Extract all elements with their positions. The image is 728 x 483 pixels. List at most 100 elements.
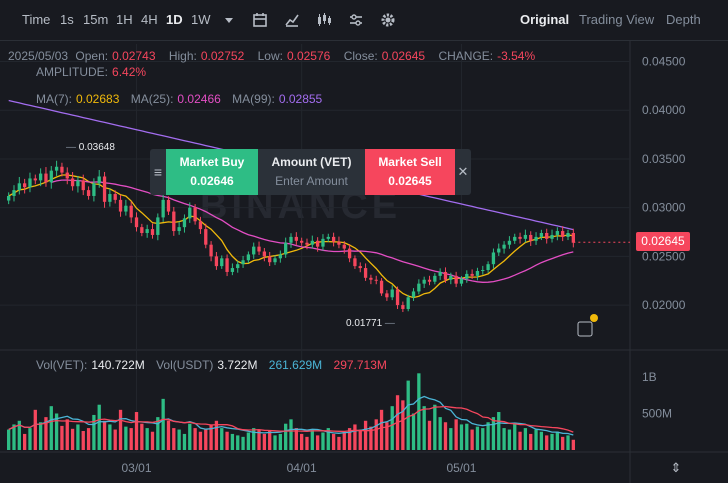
candle-body: [326, 236, 330, 239]
candle-body: [118, 199, 123, 212]
market-buy-button[interactable]: Market Buy 0.02646: [166, 149, 258, 195]
volume-bar: [406, 380, 410, 450]
view-depth[interactable]: Depth: [666, 12, 701, 27]
volume-bar: [129, 428, 133, 450]
view-original[interactable]: Original: [520, 12, 570, 27]
volume-bar: [497, 412, 501, 450]
ma7-value: 0.02683: [76, 92, 120, 106]
candle-body: [459, 278, 464, 284]
volume-bar: [60, 425, 64, 450]
volume-bar: [507, 429, 512, 450]
volume-bar: [561, 436, 565, 450]
open-value: 0.02743: [112, 49, 156, 63]
volume-bar: [230, 433, 235, 450]
volume-bar: [236, 435, 240, 450]
candle-body: [145, 229, 149, 233]
volume-bar: [17, 420, 21, 450]
volume-bar: [113, 429, 117, 450]
candle-body: [379, 280, 384, 294]
volume-bar: [182, 433, 187, 450]
candle-body: [465, 273, 469, 279]
ma99-value: 0.02855: [278, 92, 323, 106]
candle-body: [481, 270, 485, 272]
view-trading-view[interactable]: Trading View: [579, 12, 655, 27]
volume-bar: [214, 420, 219, 450]
volume-bar: [305, 436, 309, 450]
candle-body: [502, 244, 506, 249]
volume-bar: [342, 431, 346, 450]
volume-bar: [289, 419, 293, 450]
candle-body: [566, 232, 570, 237]
tab-15m[interactable]: 15m: [83, 12, 109, 27]
volume-bar: [358, 429, 362, 450]
candle-body: [209, 244, 213, 257]
settings-icon[interactable]: [379, 11, 397, 29]
candle-body: [347, 248, 352, 259]
calendar-event-icon: [577, 321, 593, 337]
time-tick-label: 03/01: [121, 461, 151, 475]
candle-body: [363, 268, 368, 278]
volume-bar: [571, 439, 575, 450]
amount-field[interactable]: Amount (VET) Enter Amount: [258, 149, 365, 195]
candle-body: [385, 293, 389, 298]
tab-1h[interactable]: 1H: [116, 12, 133, 27]
price-tick-label: 0.03000: [642, 201, 686, 215]
volume-bar: [262, 433, 267, 450]
market-sell-button[interactable]: Market Sell 0.02645: [365, 149, 455, 195]
candle-body: [518, 236, 522, 239]
candle-type-icon[interactable]: [315, 11, 333, 29]
tab-time[interactable]: Time: [22, 12, 51, 27]
candle-body: [102, 176, 107, 202]
vol-ma-a-value: 261.629M: [268, 358, 323, 372]
volume-bar: [284, 423, 288, 450]
candle-body: [369, 277, 373, 280]
fit-screen-icon: ⇕: [671, 460, 682, 475]
indicator-icon[interactable]: [283, 11, 301, 29]
vol-usdt-value: 3.722M: [217, 358, 258, 372]
tab-4h[interactable]: 4H: [141, 12, 158, 27]
tab-1w[interactable]: 1W: [191, 12, 211, 27]
candle-body: [529, 234, 533, 241]
low-annotation: 0.01771 —: [346, 318, 395, 329]
tab-1s[interactable]: 1s: [60, 12, 74, 27]
volume-bar: [22, 433, 27, 450]
candle-body: [81, 180, 85, 191]
volume-bar: [545, 435, 549, 450]
candle-body: [257, 246, 261, 252]
candle-body: [33, 178, 37, 181]
volume-bar: [449, 428, 453, 450]
compare-icon[interactable]: [347, 11, 365, 29]
candle-body: [54, 166, 59, 171]
ma7-line: [8, 174, 574, 299]
candle-body: [475, 270, 480, 276]
candle-body: [70, 178, 75, 187]
volume-bar: [331, 433, 336, 450]
amount-input[interactable]: Enter Amount: [275, 174, 348, 188]
dropdown-icon[interactable]: [220, 11, 238, 29]
candle-body: [305, 242, 309, 245]
volume-bar: [433, 404, 437, 450]
candle-body: [246, 254, 251, 261]
candle-body: [134, 217, 139, 228]
candle-body: [289, 236, 293, 243]
candle-body: [337, 241, 341, 245]
candle-body: [177, 227, 181, 232]
candle-body: [507, 240, 512, 245]
volume-bar: [470, 429, 474, 450]
volume-bar: [518, 431, 522, 450]
candle-body: [225, 258, 229, 272]
volume-bar: [140, 423, 144, 450]
volume-bar: [124, 426, 128, 450]
calendar-icon[interactable]: [251, 11, 269, 29]
candle-body: [113, 194, 117, 200]
quick-trade-panel: ≡ Market Buy 0.02646 Amount (VET) Enter …: [150, 149, 471, 195]
close-icon[interactable]: ✕: [455, 149, 471, 195]
drag-handle-icon[interactable]: ≡: [150, 149, 166, 195]
ma25-value: 0.02466: [177, 92, 221, 106]
candle-body: [76, 180, 80, 187]
ohlc-row: 2025/05/03 Open: 0.02743 High: 0.02752 Low…: [8, 49, 536, 63]
volume-bar: [337, 436, 341, 450]
volume-bar: [161, 398, 165, 450]
tab-1d[interactable]: 1D: [166, 12, 183, 27]
